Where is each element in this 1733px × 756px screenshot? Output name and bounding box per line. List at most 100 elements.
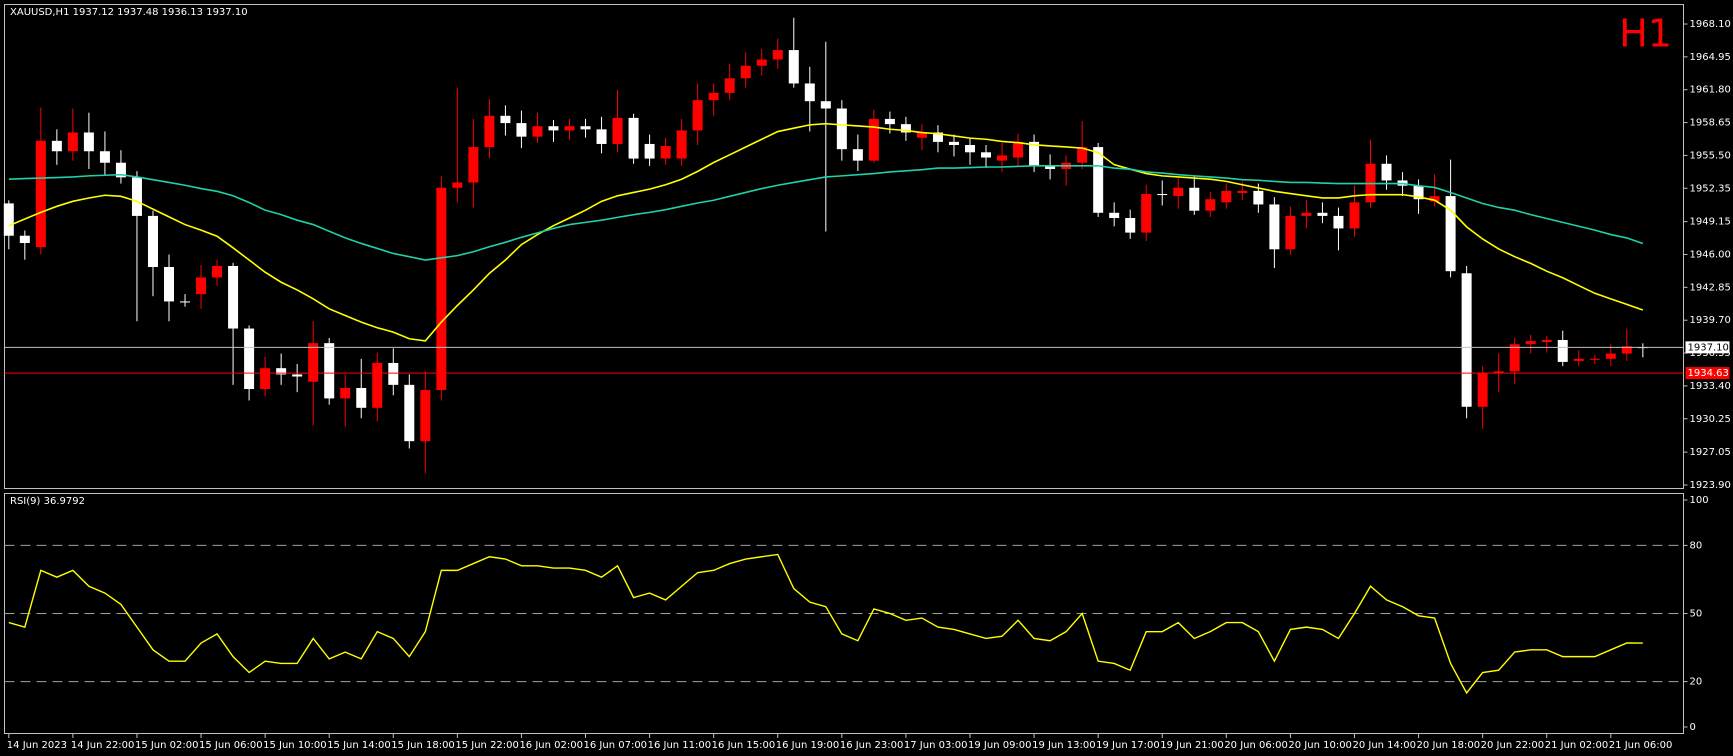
- candle-body: [356, 387, 367, 408]
- x-tick-label: 20 Jun 18:00: [1417, 740, 1481, 751]
- candle-body: [452, 182, 463, 188]
- candle-body: [340, 387, 351, 399]
- candle-body: [212, 265, 223, 278]
- x-tick-label: 19 Jun 13:00: [1032, 740, 1096, 751]
- chart-title: XAUUSD,H1 1937.12 1937.48 1936.13 1937.1…: [10, 7, 248, 18]
- candle-body: [404, 384, 415, 442]
- candle-body: [580, 126, 591, 130]
- candle-body: [932, 132, 943, 142]
- moving-average: [8, 122, 1644, 342]
- y-tick-label: 1930.25: [1690, 414, 1731, 425]
- candle-body: [884, 118, 895, 125]
- candle-body: [1237, 190, 1248, 193]
- candle-body: [308, 343, 319, 382]
- y-tick-label: 1933.40: [1690, 381, 1731, 392]
- y-tick-label: 1927.05: [1690, 447, 1731, 458]
- candle-body: [1509, 344, 1520, 372]
- x-tick-label: 16 Jun 19:00: [776, 740, 840, 751]
- y-tick-label: 1952.35: [1690, 183, 1731, 194]
- candle-body: [916, 132, 927, 138]
- candle-body: [1413, 185, 1424, 200]
- candle-body: [1109, 212, 1120, 218]
- candle-body: [196, 277, 207, 295]
- x-tick-label: 16 Jun 07:00: [584, 740, 648, 751]
- candle-body: [99, 151, 110, 163]
- candle-body: [1221, 190, 1232, 203]
- x-tick-label: 15 Jun 06:00: [199, 740, 263, 751]
- y-tick-label: 1955.50: [1690, 150, 1731, 161]
- x-tick-label: 15 Jun 22:00: [455, 740, 519, 751]
- y-tick-label: 1961.80: [1690, 85, 1731, 96]
- candle-body: [548, 126, 559, 131]
- candle-body: [772, 50, 783, 60]
- y-tick-label: 1968.10: [1690, 19, 1731, 30]
- candle-body: [1093, 147, 1104, 213]
- candle-body: [660, 146, 671, 159]
- candle-body: [612, 117, 623, 144]
- candle-body: [35, 140, 46, 248]
- x-tick-label: 15 Jun 18:00: [391, 740, 455, 751]
- rsi-title: RSI(9) 36.9792: [10, 496, 85, 507]
- candle-body: [788, 50, 799, 84]
- candle-body: [1269, 204, 1280, 250]
- moving-average: [8, 165, 1644, 261]
- candle-body: [740, 65, 751, 79]
- candle-body: [708, 92, 719, 101]
- candle-body: [1541, 340, 1552, 343]
- candle-body: [724, 78, 735, 93]
- candle-body: [180, 301, 191, 303]
- candle-body: [67, 132, 78, 152]
- x-tick-label: 20 Jun 22:00: [1481, 740, 1545, 751]
- candle-body: [692, 100, 703, 131]
- x-tick-label: 14 Jun 22:00: [71, 740, 135, 751]
- candle-body: [1045, 165, 1056, 169]
- candle-body: [1621, 346, 1632, 354]
- y-tick-label: 1923.90: [1690, 480, 1731, 491]
- x-tick-label: 15 Jun 10:00: [263, 740, 327, 751]
- y-tick-label: 1964.95: [1690, 52, 1731, 63]
- candle-body: [997, 155, 1008, 161]
- candle-body: [292, 374, 303, 377]
- rsi-line: [8, 553, 1643, 695]
- candle-body: [868, 118, 879, 161]
- candle-body: [564, 126, 575, 131]
- x-tick-label: 19 Jun 09:00: [968, 740, 1032, 751]
- candle-body: [836, 108, 847, 150]
- x-tick-label: 16 Jun 11:00: [648, 740, 712, 751]
- candle-body: [436, 187, 447, 391]
- candle-body: [1429, 196, 1440, 202]
- candle-body: [500, 115, 511, 124]
- candle-body: [1573, 358, 1584, 361]
- y-tick-label: 100: [1690, 495, 1709, 506]
- y-tick-label: 20: [1690, 677, 1703, 688]
- x-tick-label: 14 Jun 2023: [7, 740, 67, 751]
- y-tick-label: 1939.70: [1690, 315, 1731, 326]
- candle-body: [1493, 371, 1504, 374]
- candle-body: [19, 235, 30, 244]
- y-tick-label: 1936.55: [1690, 348, 1731, 359]
- y-tick-label: 1942.85: [1690, 282, 1731, 293]
- x-tick-label: 16 Jun 15:00: [712, 740, 776, 751]
- candle-body: [1477, 373, 1488, 407]
- candle-body: [1381, 163, 1392, 181]
- x-tick-label: 20 Jun 14:00: [1352, 740, 1416, 751]
- candle-body: [1285, 215, 1296, 250]
- candle-body: [852, 149, 863, 161]
- candle-body: [1157, 194, 1168, 196]
- candle-body: [1445, 196, 1456, 272]
- x-tick-label: 15 Jun 02:00: [135, 740, 199, 751]
- candle-body: [83, 132, 94, 152]
- price-label: 1934.63: [1688, 368, 1729, 379]
- candle-body: [1461, 273, 1472, 407]
- candle-body: [676, 130, 687, 159]
- candle-body: [388, 362, 399, 385]
- candle-body: [3, 203, 14, 236]
- y-tick-label: 1946.00: [1690, 249, 1731, 260]
- timeframe-label: H1: [1619, 12, 1672, 56]
- x-tick-label: 19 Jun 21:00: [1160, 740, 1224, 751]
- candle-body: [532, 126, 543, 137]
- y-tick-label: 1949.15: [1690, 217, 1731, 228]
- candle-body: [1141, 194, 1152, 233]
